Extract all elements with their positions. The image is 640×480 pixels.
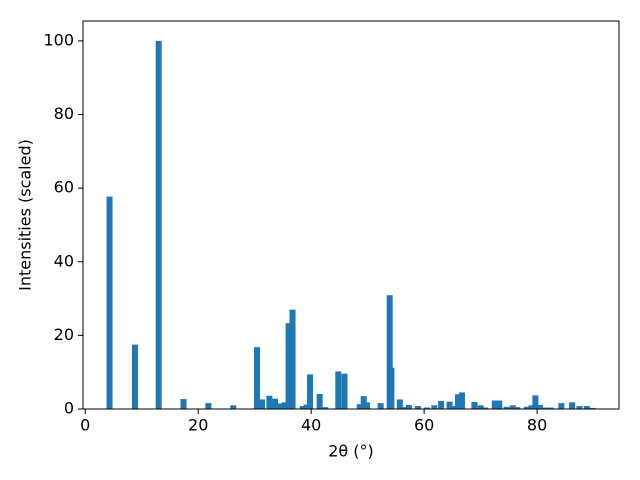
bar bbox=[414, 406, 421, 409]
bar bbox=[316, 393, 323, 409]
bar bbox=[266, 395, 273, 409]
bar bbox=[289, 309, 296, 409]
bar bbox=[253, 347, 260, 409]
bar bbox=[528, 405, 535, 409]
bar bbox=[356, 404, 363, 409]
bar bbox=[523, 406, 530, 409]
bar bbox=[285, 323, 292, 409]
y-tick-label: 100 bbox=[43, 30, 74, 49]
y-tick-label: 20 bbox=[54, 325, 74, 344]
bar bbox=[180, 399, 187, 409]
bar bbox=[155, 40, 162, 409]
bar bbox=[303, 404, 310, 409]
bar bbox=[277, 403, 284, 409]
bar bbox=[532, 395, 539, 409]
bar bbox=[106, 196, 113, 409]
x-tick-label: 0 bbox=[80, 416, 90, 435]
plot-frame bbox=[82, 20, 620, 410]
bar bbox=[396, 399, 403, 409]
bar bbox=[482, 407, 489, 409]
bar bbox=[547, 407, 554, 409]
bar bbox=[514, 407, 521, 409]
bar bbox=[542, 407, 549, 409]
bar bbox=[458, 392, 465, 409]
x-tick-label: 60 bbox=[414, 416, 434, 435]
bar bbox=[423, 407, 430, 409]
bar bbox=[583, 406, 590, 409]
bar bbox=[491, 400, 498, 409]
bar bbox=[259, 399, 266, 409]
bar bbox=[307, 374, 314, 409]
bar bbox=[471, 402, 478, 409]
bar bbox=[205, 403, 212, 409]
bar bbox=[360, 396, 367, 409]
x-tick-label: 20 bbox=[188, 416, 208, 435]
bar bbox=[322, 407, 329, 409]
bar bbox=[576, 406, 583, 409]
bar bbox=[431, 405, 438, 409]
y-tick-label: 60 bbox=[54, 178, 74, 197]
bar bbox=[496, 400, 503, 409]
bar bbox=[131, 344, 138, 409]
bar bbox=[503, 406, 510, 409]
bar bbox=[388, 367, 395, 409]
x-tick-label: 40 bbox=[301, 416, 321, 435]
x-axis-label: 2θ (°) bbox=[328, 442, 374, 461]
bar bbox=[230, 405, 237, 409]
bar bbox=[569, 402, 576, 409]
bar bbox=[401, 407, 408, 409]
bar bbox=[335, 371, 342, 409]
y-axis-label: Intensities (scaled) bbox=[16, 139, 35, 291]
bar bbox=[536, 404, 543, 409]
bar bbox=[377, 403, 384, 409]
bar bbox=[509, 405, 516, 409]
y-tick-label: 40 bbox=[54, 251, 74, 270]
bar bbox=[272, 398, 279, 409]
bar bbox=[405, 404, 412, 409]
bar bbox=[438, 400, 445, 409]
y-tick-label: 80 bbox=[54, 104, 74, 123]
y-tick-label: 0 bbox=[64, 399, 74, 418]
bar bbox=[589, 407, 596, 409]
bar bbox=[386, 295, 393, 409]
bar bbox=[341, 373, 348, 409]
bar bbox=[446, 401, 453, 409]
bar bbox=[299, 406, 306, 409]
bar bbox=[281, 402, 288, 409]
bar bbox=[451, 406, 458, 409]
bar bbox=[558, 403, 565, 409]
x-tick-label: 80 bbox=[527, 416, 547, 435]
bar bbox=[364, 402, 371, 409]
bar bbox=[455, 394, 462, 409]
bar bbox=[477, 405, 484, 409]
